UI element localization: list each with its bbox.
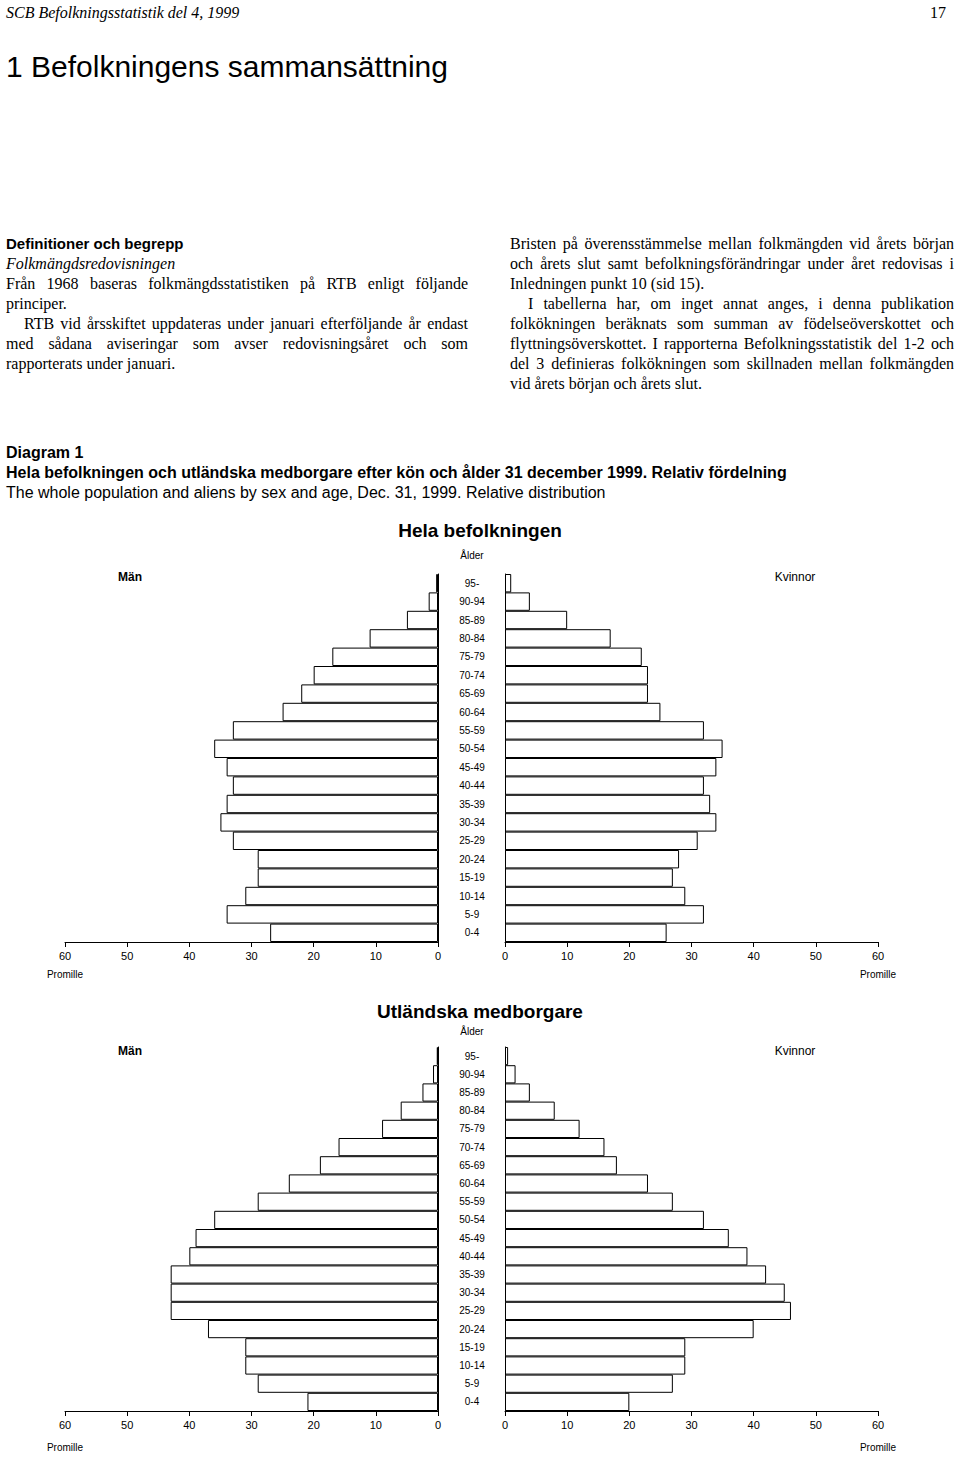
svg-text:65-69: 65-69	[459, 688, 485, 699]
svg-text:10-14: 10-14	[459, 891, 485, 902]
svg-text:55-59: 55-59	[459, 1196, 485, 1207]
svg-text:45-49: 45-49	[459, 762, 485, 773]
svg-text:25-29: 25-29	[459, 1305, 485, 1316]
svg-text:40: 40	[748, 1419, 760, 1431]
svg-text:Promille: Promille	[47, 1442, 84, 1453]
svg-text:10: 10	[561, 950, 573, 962]
html-text:Folkmängdsredovisningen: Folkmängdsredovisningen	[6, 255, 176, 272]
svg-text:Ålder: Ålder	[460, 1025, 484, 1037]
svg-text:10: 10	[370, 1419, 382, 1431]
svg-text:Män: Män	[118, 1044, 142, 1058]
html-text:Diagram 1: Diagram 1	[6, 444, 84, 461]
svg-text:25-29: 25-29	[459, 835, 485, 846]
svg-text:0-4: 0-4	[465, 1396, 480, 1407]
svg-text:Kvinnor: Kvinnor	[775, 570, 816, 584]
svg-text:95-: 95-	[465, 1051, 479, 1062]
svg-text:85-89: 85-89	[459, 1087, 485, 1098]
svg-text:40: 40	[183, 1419, 195, 1431]
svg-text:70-74: 70-74	[459, 1142, 485, 1153]
svg-text:20-24: 20-24	[459, 854, 485, 865]
svg-text:60: 60	[872, 1419, 884, 1431]
svg-text:0-4: 0-4	[465, 927, 480, 938]
svg-text:90-94: 90-94	[459, 596, 485, 607]
svg-text:20: 20	[623, 1419, 635, 1431]
svg-text:30-34: 30-34	[459, 817, 485, 828]
svg-text:20: 20	[308, 1419, 320, 1431]
html-text:I tabellerna har, om inget ann: I tabellerna har, om inget annat anges, …	[510, 295, 954, 392]
svg-text:5-9: 5-9	[465, 909, 480, 920]
html-text:1 Befolkningens sammansättning: 1 Befolkningens sammansättning	[6, 50, 448, 83]
svg-text:70-74: 70-74	[459, 670, 485, 681]
svg-text:55-59: 55-59	[459, 725, 485, 736]
svg-text:90-94: 90-94	[459, 1069, 485, 1080]
svg-text:30: 30	[685, 1419, 697, 1431]
svg-text:50-54: 50-54	[459, 743, 485, 754]
svg-text:45-49: 45-49	[459, 1233, 485, 1244]
svg-text:75-79: 75-79	[459, 651, 485, 662]
svg-text:10: 10	[561, 1419, 573, 1431]
svg-text:Hela befolkningen: Hela befolkningen	[398, 520, 562, 541]
svg-text:Promille: Promille	[860, 1442, 897, 1453]
svg-text:0: 0	[435, 950, 441, 962]
svg-text:50: 50	[121, 1419, 133, 1431]
svg-text:95-: 95-	[465, 578, 479, 589]
svg-text:85-89: 85-89	[459, 615, 485, 626]
svg-text:Utländska medborgare: Utländska medborgare	[377, 1001, 583, 1022]
html-text:Bristen på överensstämmelse me: Bristen på överensstämmelse mellan folkm…	[510, 235, 954, 292]
svg-text:60: 60	[872, 950, 884, 962]
svg-text:50: 50	[810, 950, 822, 962]
svg-text:30: 30	[685, 950, 697, 962]
svg-text:20: 20	[623, 950, 635, 962]
svg-text:5-9: 5-9	[465, 1378, 480, 1389]
svg-text:Kvinnor: Kvinnor	[775, 1044, 816, 1058]
svg-text:60: 60	[59, 950, 71, 962]
svg-text:60-64: 60-64	[459, 1178, 485, 1189]
svg-text:30: 30	[245, 1419, 257, 1431]
svg-text:0: 0	[502, 1419, 508, 1431]
svg-text:40-44: 40-44	[459, 780, 485, 791]
svg-text:65-69: 65-69	[459, 1160, 485, 1171]
svg-text:20: 20	[308, 950, 320, 962]
svg-text:Promille: Promille	[47, 969, 84, 980]
svg-text:10-14: 10-14	[459, 1360, 485, 1371]
html-text:Definitioner och begrepp: Definitioner och begrepp	[6, 235, 184, 252]
html-text:17: 17	[930, 4, 946, 21]
html-text:SCB Befolkningsstatistik del 4: SCB Befolkningsstatistik del 4, 1999	[6, 4, 240, 21]
svg-text:30: 30	[245, 950, 257, 962]
svg-text:40: 40	[183, 950, 195, 962]
svg-text:50: 50	[121, 950, 133, 962]
svg-text:50-54: 50-54	[459, 1214, 485, 1225]
svg-text:60: 60	[59, 1419, 71, 1431]
svg-text:40-44: 40-44	[459, 1251, 485, 1262]
html-text:Hela befolkningen och utländsk: Hela befolkningen och utländska medborga…	[6, 464, 787, 481]
svg-text:60-64: 60-64	[459, 707, 485, 718]
html-text:The whole population and alien: The whole population and aliens by sex a…	[6, 484, 606, 501]
svg-text:15-19: 15-19	[459, 872, 485, 883]
svg-text:20-24: 20-24	[459, 1324, 485, 1335]
svg-text:75-79: 75-79	[459, 1123, 485, 1134]
svg-text:35-39: 35-39	[459, 799, 485, 810]
svg-text:35-39: 35-39	[459, 1269, 485, 1280]
svg-text:Promille: Promille	[860, 969, 897, 980]
html-text:RTB vid årsskiftet uppdateras: RTB vid årsskiftet uppdateras under janu…	[6, 315, 468, 372]
svg-text:15-19: 15-19	[459, 1342, 485, 1353]
svg-text:80-84: 80-84	[459, 1105, 485, 1116]
svg-text:50: 50	[810, 1419, 822, 1431]
svg-text:10: 10	[370, 950, 382, 962]
html-text:Från 1968 baseras folkmängdsst: Från 1968 baseras folkmängdsstatistiken …	[6, 275, 468, 312]
svg-text:Män: Män	[118, 570, 142, 584]
svg-text:0: 0	[435, 1419, 441, 1431]
svg-text:40: 40	[748, 950, 760, 962]
svg-text:0: 0	[502, 950, 508, 962]
svg-text:Ålder: Ålder	[460, 549, 484, 561]
svg-text:30-34: 30-34	[459, 1287, 485, 1298]
svg-text:80-84: 80-84	[459, 633, 485, 644]
